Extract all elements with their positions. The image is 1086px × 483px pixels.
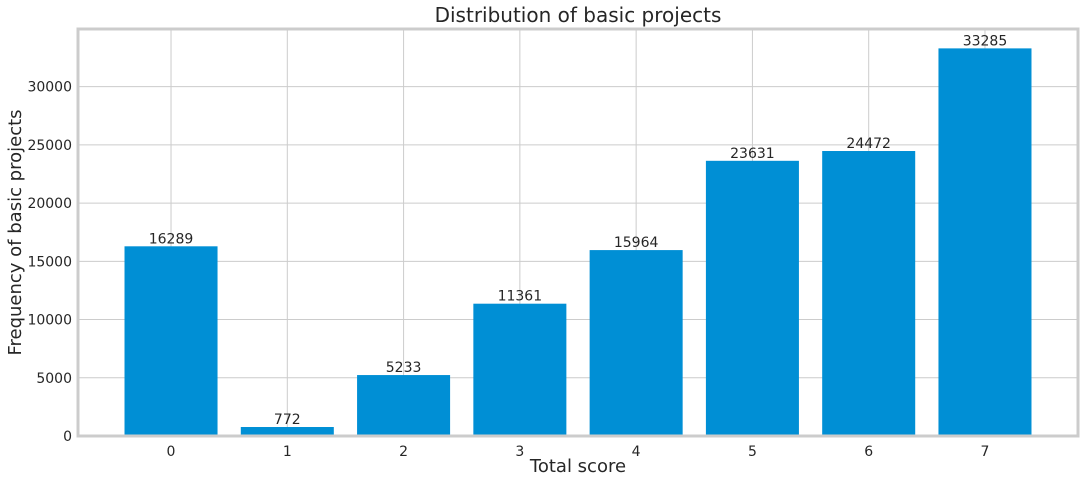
x-tick-label: 0 xyxy=(167,444,176,460)
y-tick-label: 0 xyxy=(63,429,72,445)
bar-value-label: 23631 xyxy=(730,146,775,162)
bar xyxy=(589,250,683,436)
x-tick-label: 4 xyxy=(632,444,641,460)
bar xyxy=(357,375,451,436)
x-tick-label: 3 xyxy=(515,444,524,460)
bar-value-label: 11361 xyxy=(498,289,543,305)
plot-frame xyxy=(76,27,1080,438)
bar-value-label: 33285 xyxy=(963,33,1008,49)
bar xyxy=(705,160,799,436)
bar-value-label: 772 xyxy=(274,412,301,428)
y-tick-label: 30000 xyxy=(27,80,72,96)
bar-value-label: 15964 xyxy=(614,235,659,251)
y-tick-label: 5000 xyxy=(36,371,72,387)
x-tick-label: 5 xyxy=(748,444,757,460)
y-axis-title: Frequency of basic projects xyxy=(5,109,26,355)
bar xyxy=(938,48,1032,437)
bar-value-label: 16289 xyxy=(149,231,194,247)
bar xyxy=(822,151,916,437)
x-tick-label: 1 xyxy=(283,444,292,460)
x-tick-label: 2 xyxy=(399,444,408,460)
x-tick-label: 6 xyxy=(864,444,873,460)
chart-title: Distribution of basic projects xyxy=(435,3,722,27)
x-axis-title: Total score xyxy=(529,456,626,477)
bar-value-label: 5233 xyxy=(386,360,422,376)
bar xyxy=(473,303,567,436)
bar xyxy=(124,246,218,436)
y-tick-label: 10000 xyxy=(27,313,72,329)
y-axis-ticks: 0 5000 10000 15000 20000 25000 30000 xyxy=(27,80,72,445)
y-tick-label: 15000 xyxy=(27,254,72,270)
bar xyxy=(240,427,334,436)
data-labels: 16289 772 5233 11361 15964 23631 24472 33285 xyxy=(149,33,1008,428)
y-tick-label: 25000 xyxy=(27,138,72,154)
x-axis-ticks: 0 1 2 3 4 5 6 7 xyxy=(167,444,990,460)
grid xyxy=(78,29,1078,437)
bar-value-label: 24472 xyxy=(846,136,891,152)
bars xyxy=(124,48,1032,437)
x-tick-label: 7 xyxy=(981,444,990,460)
y-tick-label: 20000 xyxy=(27,196,72,212)
